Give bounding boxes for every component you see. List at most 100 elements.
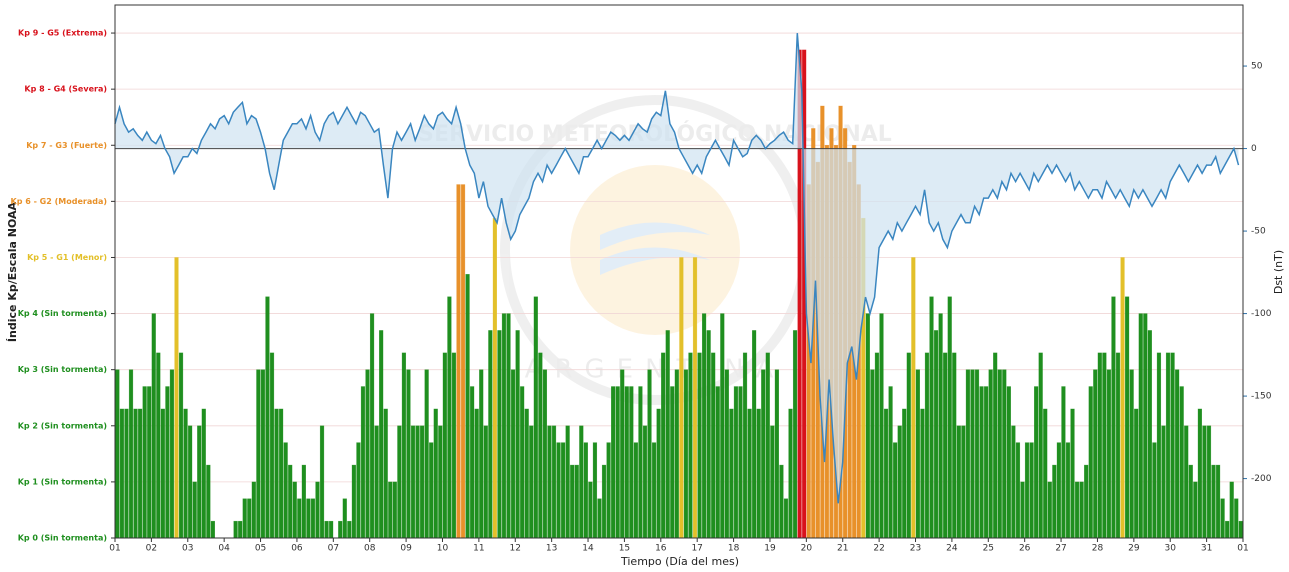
kp-bar: [410, 425, 416, 539]
x-tick-label: 13: [546, 544, 557, 554]
kp-bar: [419, 425, 425, 539]
kp-bar: [560, 442, 566, 539]
kp-bar: [501, 313, 507, 539]
kp-bar: [642, 425, 648, 539]
kp-bar: [383, 408, 388, 539]
kp-bar: [379, 330, 384, 539]
kp-bar: [483, 425, 488, 539]
kp-bar: [1029, 442, 1034, 539]
kp-bar: [665, 330, 670, 539]
kp-bar: [651, 442, 657, 539]
kp-bar: [1129, 369, 1134, 539]
kp-bar: [601, 464, 607, 539]
kp-bar: [729, 408, 734, 539]
kp-bar: [547, 425, 552, 539]
kp-bar: [747, 408, 752, 539]
kp-bar: [720, 313, 725, 539]
kp-bar: [1120, 257, 1125, 539]
kp-bar: [638, 386, 643, 539]
x-tick-label: 04: [218, 544, 230, 554]
kp-bar: [1134, 408, 1139, 539]
kp-bar: [952, 352, 957, 539]
y-tick-label: Kp 4 (Sin tormenta): [18, 309, 107, 318]
kp-bar: [283, 442, 288, 539]
kp-bar: [315, 481, 320, 539]
kp-bar: [1093, 369, 1098, 539]
kp-bar: [210, 520, 215, 539]
x-axis-label: Tiempo (Día del mes): [620, 555, 739, 568]
kp-bar: [1220, 498, 1225, 539]
kp-bar: [1165, 352, 1171, 539]
kp-bar: [870, 369, 875, 539]
kp-bar: [911, 257, 916, 539]
kp-bar: [492, 217, 497, 539]
x-tick-label: 28: [1092, 544, 1104, 554]
kp-bar: [329, 520, 334, 539]
kp-bar: [1225, 520, 1230, 539]
kp-bar: [920, 408, 925, 539]
kp-bar: [1084, 464, 1089, 539]
x-tick-label: 19: [764, 544, 776, 554]
kp-bar: [133, 408, 138, 539]
kp-bar: [1074, 481, 1080, 539]
kp-bar: [1024, 442, 1030, 539]
kp-bar: [683, 369, 689, 539]
y-tick-label: Kp 7 - G3 (Fuerte): [26, 141, 107, 150]
kp-bar: [269, 352, 275, 539]
y-tick-label: Kp 1 (Sin tormenta): [18, 477, 107, 486]
x-tick-label: 31: [1201, 544, 1212, 554]
kp-bar: [183, 408, 188, 539]
y-axis-label: Índice Kp/Escala NOAA: [6, 201, 19, 342]
kp-bar: [579, 425, 584, 539]
kp-bar: [324, 520, 329, 539]
x-tick-label: 02: [146, 544, 157, 554]
x-tick-label: 11: [473, 544, 484, 554]
kp-bar: [119, 408, 125, 539]
y2-tick-label: -100: [1251, 309, 1272, 319]
kp-bar: [1034, 386, 1039, 539]
kp-bar: [360, 386, 366, 539]
kp-bar: [752, 330, 757, 539]
kp-bar: [565, 425, 570, 539]
kp-bar: [520, 386, 525, 539]
kp-bar: [724, 369, 729, 539]
kp-bar: [947, 296, 952, 539]
kp-bar: [588, 481, 593, 539]
x-tick-label: 30: [1164, 544, 1176, 554]
kp-bar: [347, 520, 352, 539]
kp-bar: [451, 352, 457, 539]
kp-bar: [979, 386, 984, 539]
watermark-waves: [600, 222, 710, 275]
kp-bar: [1238, 520, 1243, 539]
kp-bar: [997, 369, 1002, 539]
x-tick-label: 14: [582, 544, 594, 554]
kp-bar: [1038, 352, 1043, 539]
kp-bar: [447, 296, 452, 539]
x-tick-label: 17: [691, 544, 702, 554]
kp-bar: [788, 408, 793, 539]
x-tick-label: 18: [728, 544, 740, 554]
kp-bar: [915, 369, 920, 539]
kp-bar: [542, 369, 548, 539]
x-tick-label: 23: [910, 544, 921, 554]
kp-bar: [297, 498, 302, 539]
kp-bar: [165, 386, 170, 539]
kp-bar: [1011, 425, 1016, 539]
kp-bar: [1052, 464, 1057, 539]
kp-bar: [633, 442, 638, 539]
kp-bar: [1156, 352, 1162, 539]
kp-bar: [961, 425, 966, 539]
kp-bar: [670, 386, 675, 539]
kp-bar: [197, 425, 202, 539]
kp-bar: [551, 425, 557, 539]
x-tick-label: 27: [1055, 544, 1066, 554]
x-tick-label: 08: [364, 544, 376, 554]
kp-bar: [169, 369, 175, 539]
kp-bar: [879, 313, 884, 539]
kp-bar: [365, 369, 370, 539]
kp-bar: [661, 352, 666, 539]
kp-bar: [688, 352, 693, 539]
kp-bar: [865, 313, 870, 539]
